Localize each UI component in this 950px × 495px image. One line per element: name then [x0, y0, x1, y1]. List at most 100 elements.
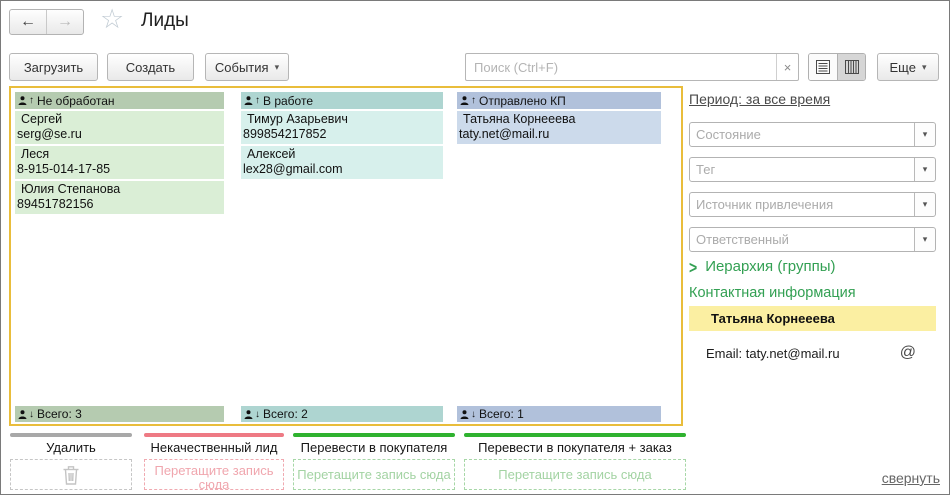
- total-label: Всего: 2: [263, 407, 308, 421]
- dropzone-convert-customer-order: Перевести в покупателя + заказ Перетащит…: [464, 433, 686, 490]
- sort-down-icon: ↓: [255, 408, 260, 420]
- sort-down-icon: ↓: [471, 408, 476, 420]
- create-button[interactable]: Создать: [107, 53, 194, 81]
- search-input[interactable]: [466, 54, 776, 80]
- dropzone-delete-target[interactable]: [10, 459, 132, 490]
- events-button[interactable]: События ▾: [205, 53, 289, 81]
- chevron-down-icon: ▾: [274, 61, 280, 72]
- dropdown-arrow-icon[interactable]: ▾: [914, 228, 935, 251]
- column-header[interactable]: ↑ Отправлено КП: [457, 92, 661, 109]
- person-icon: [18, 96, 27, 105]
- column-total: ↓ Всего: 1: [457, 406, 661, 422]
- lead-card[interactable]: Леся 8-915-014-17-85: [15, 146, 224, 179]
- total-label: Всего: 1: [479, 407, 524, 421]
- column-proposal-sent: ↑ Отправлено КП Татьяна Корнееева taty.n…: [457, 92, 661, 144]
- lead-card[interactable]: Сергей serg@se.ru: [15, 111, 224, 144]
- dropzone-bad-lead: Некачественный лид Перетащите запись сюд…: [144, 433, 284, 490]
- more-button[interactable]: Еще ▾: [877, 53, 939, 81]
- drop-hint-text: Перетащите запись сюда: [498, 466, 652, 482]
- lead-contact: 89451782156: [17, 197, 94, 211]
- lead-name: Леся: [21, 147, 50, 161]
- sort-up-icon: ↑: [29, 95, 34, 106]
- lead-contact: 899854217852: [243, 127, 327, 141]
- column-total: ↓ Всего: 3: [15, 406, 224, 422]
- hierarchy-groups-link[interactable]: > Иерархия (группы): [689, 256, 836, 277]
- dropzone-accent-bar: [293, 433, 455, 437]
- sort-down-icon: ↓: [29, 408, 34, 420]
- back-button[interactable]: ←: [10, 10, 47, 34]
- lead-contact: serg@se.ru: [17, 127, 82, 141]
- contact-email-text: Email: taty.net@mail.ru: [706, 345, 840, 361]
- lead-card[interactable]: Юлия Степанова 89451782156: [15, 181, 224, 214]
- dropzone-delete: Удалить: [10, 433, 132, 490]
- load-button[interactable]: Загрузить: [9, 53, 98, 81]
- history-nav: ← →: [9, 9, 84, 35]
- dropzone-convert-customer: Перевести в покупателя Перетащите запись…: [293, 433, 455, 490]
- dropdown-arrow-icon[interactable]: ▾: [914, 158, 935, 181]
- dropzone-label: Перевести в покупателя + заказ: [478, 440, 672, 455]
- dropdown-arrow-icon[interactable]: ▾: [914, 123, 935, 146]
- filter-responsible[interactable]: Ответственный ▾: [689, 227, 936, 252]
- sort-up-icon: ↑: [255, 95, 260, 106]
- total-label: Всего: 3: [37, 407, 82, 421]
- lead-card[interactable]: Татьяна Корнееева taty.net@mail.ru: [457, 111, 661, 144]
- column-header[interactable]: ↑ Не обработан: [15, 92, 224, 109]
- dropdown-arrow-icon[interactable]: ▾: [914, 193, 935, 216]
- sort-up-icon: ↑: [471, 95, 476, 106]
- dropzone-accent-bar: [10, 433, 132, 437]
- lead-card[interactable]: Алексей lex28@gmail.com: [241, 146, 443, 179]
- person-icon: [460, 96, 469, 105]
- at-email-icon: @: [899, 344, 916, 361]
- dropzone-accent-bar: [464, 433, 686, 437]
- lead-contact: lex28@gmail.com: [243, 162, 343, 176]
- dropzone-convert-customer-order-target[interactable]: Перетащите запись сюда: [464, 459, 686, 490]
- lead-name: Сергей: [21, 112, 63, 126]
- search-box: ×: [465, 53, 799, 81]
- lead-contact: 8-915-014-17-85: [17, 162, 111, 176]
- more-button-label: Еще: [889, 59, 916, 75]
- person-icon: [18, 409, 27, 419]
- dropzone-bad-lead-target[interactable]: Перетащите запись сюда: [144, 459, 284, 490]
- contact-email-row[interactable]: Email: taty.net@mail.ru @: [689, 342, 936, 364]
- lead-name: Юлия Степанова: [21, 182, 121, 196]
- dropzone-convert-customer-target[interactable]: Перетащите запись сюда: [293, 459, 455, 490]
- kanban-view-button[interactable]: [837, 54, 865, 80]
- hierarchy-label: Иерархия (группы): [705, 258, 836, 275]
- dropzone-label: Некачественный лид: [150, 440, 278, 455]
- forward-button[interactable]: →: [57, 13, 73, 30]
- lead-contact: taty.net@mail.ru: [459, 127, 550, 141]
- column-header[interactable]: ↑ В работе: [241, 92, 443, 109]
- list-view-button[interactable]: [809, 54, 837, 80]
- dropzone-label: Перевести в покупателя: [300, 440, 448, 455]
- view-mode-toggle: [808, 53, 866, 81]
- filter-placeholder: Состояние: [696, 127, 761, 142]
- selected-contact-row[interactable]: Татьяна Корнееева: [689, 306, 936, 331]
- column-title: В работе: [263, 93, 314, 108]
- lead-card[interactable]: Тимур Азарьевич 899854217852: [241, 111, 443, 144]
- lead-name: Тимур Азарьевич: [247, 112, 348, 126]
- filter-source[interactable]: Источник привлечения ▾: [689, 192, 936, 217]
- person-icon: [460, 409, 469, 419]
- lead-name: Алексей: [247, 147, 296, 161]
- favorite-star-icon[interactable]: ☆: [100, 4, 125, 34]
- chevron-right-icon: >: [689, 256, 698, 277]
- trash-icon: [62, 465, 80, 485]
- collapse-link[interactable]: свернуть: [881, 470, 940, 486]
- page-title: Лиды: [141, 10, 189, 31]
- search-clear-icon[interactable]: ×: [776, 54, 798, 80]
- column-title: Отправлено КП: [479, 93, 566, 108]
- drop-hint-text: Перетащите запись сюда: [297, 466, 451, 482]
- filter-placeholder: Источник привлечения: [696, 197, 834, 212]
- dropzone-label: Удалить: [46, 440, 96, 455]
- contact-info-header: Контактная информация: [689, 285, 856, 301]
- period-link[interactable]: Период: за все время: [689, 91, 831, 107]
- filter-tag[interactable]: Тег ▾: [689, 157, 936, 182]
- column-total: ↓ Всего: 2: [241, 406, 443, 422]
- events-button-label: События: [214, 59, 269, 75]
- person-icon: [244, 409, 253, 419]
- list-view-icon: [815, 59, 831, 75]
- filter-state[interactable]: Состояние ▾: [689, 122, 936, 147]
- column-title: Не обработан: [37, 93, 115, 108]
- person-icon: [244, 96, 253, 105]
